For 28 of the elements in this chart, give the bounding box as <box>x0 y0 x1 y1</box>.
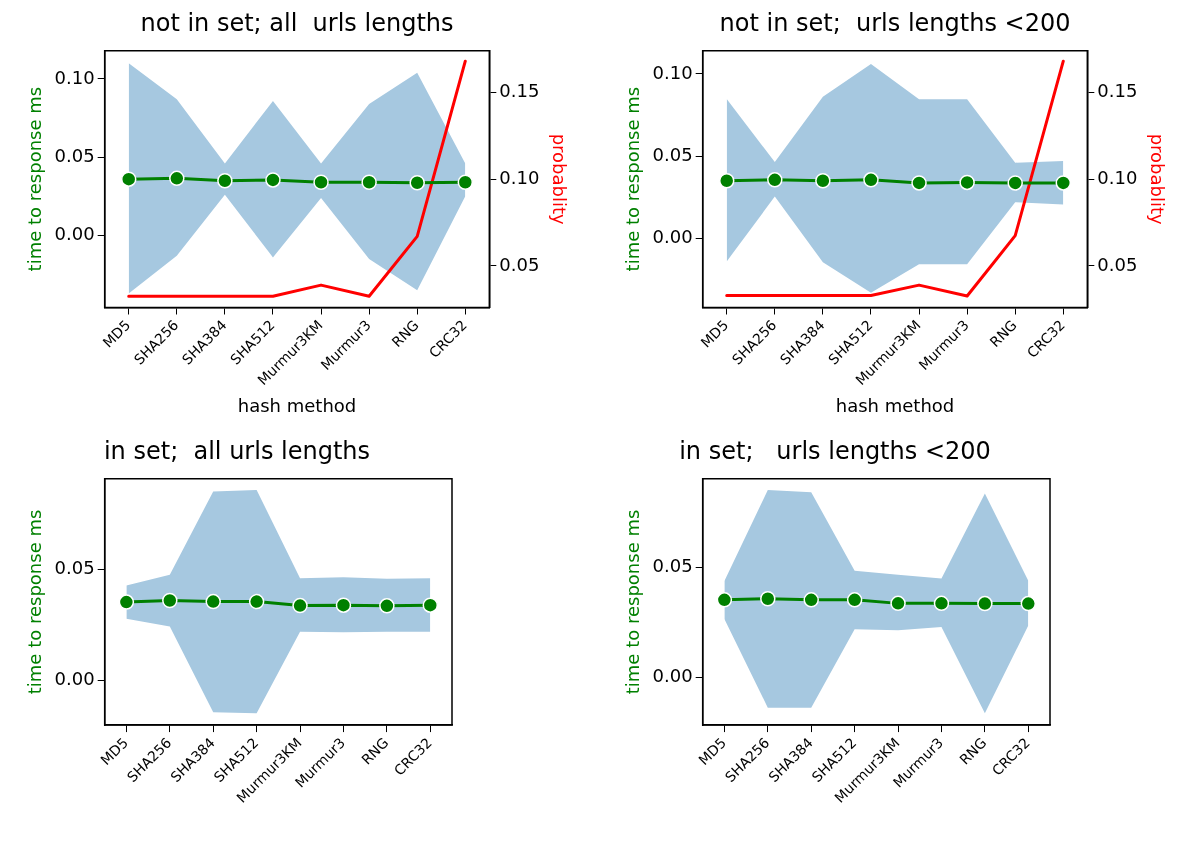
y-axis-title: time to response ms <box>622 509 644 695</box>
y2-tick-label: 0.10 <box>1097 166 1138 188</box>
y-axis-title: time to response ms <box>24 509 46 695</box>
y-tick-label: 0.05 <box>54 557 95 579</box>
x-axis-title: hash method <box>835 394 955 416</box>
chart-title: in set; all urls lengths <box>103 436 371 465</box>
y2-tick-label: 0.05 <box>499 253 540 275</box>
y-tick-label: 0.05 <box>652 555 693 577</box>
y-tick-label: 0.10 <box>54 66 95 88</box>
y-tick-label: 0.05 <box>652 143 693 165</box>
chart-title: in set; urls lengths <200 <box>679 436 991 465</box>
y-tick-label: 0.00 <box>652 665 693 687</box>
x-axis-title: hash method <box>237 394 357 416</box>
y2-tick-label: 0.15 <box>1097 80 1138 102</box>
chart-title: not in set; urls lengths <200 <box>719 8 1071 37</box>
y2-tick-label: 0.10 <box>499 166 540 188</box>
y-tick-label: 0.00 <box>54 223 95 245</box>
y2-tick-label: 0.15 <box>499 80 540 102</box>
y2-axis-title: probablity <box>1146 133 1168 226</box>
y-tick-label: 0.10 <box>652 61 693 83</box>
y-tick-label: 0.05 <box>54 144 95 166</box>
y2-axis-title: probablity <box>548 133 570 226</box>
y2-tick-label: 0.05 <box>1097 253 1138 275</box>
y-tick-label: 0.00 <box>54 668 95 690</box>
y-tick-label: 0.00 <box>652 226 693 248</box>
chart-title: not in set; all urls lengths <box>140 8 454 37</box>
y-axis-title: time to response ms <box>622 86 644 272</box>
y-axis-title: time to response ms <box>24 86 46 272</box>
